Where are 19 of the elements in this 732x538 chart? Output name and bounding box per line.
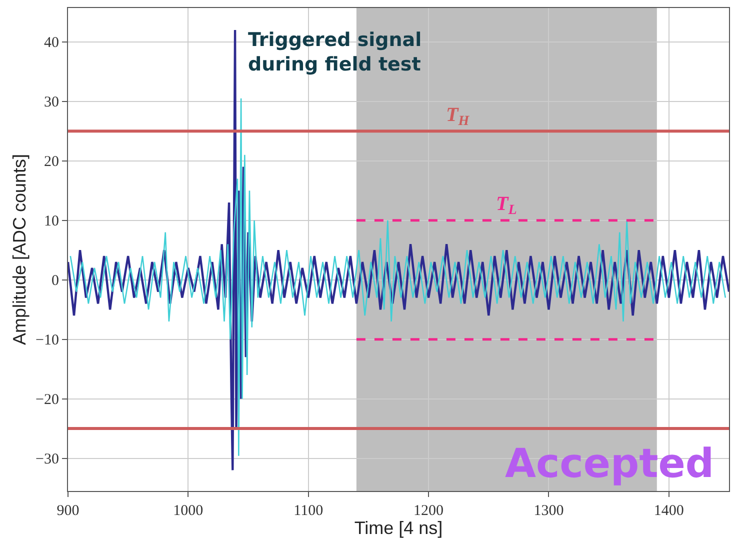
x-tick-label: 1200: [414, 503, 444, 519]
x-tick-label: 1400: [654, 503, 684, 519]
ref-line-label: T$_{H}$: [446, 104, 470, 130]
y-tick-label: 10: [44, 214, 59, 230]
y-axis-title: Amplitude [ADC counts]: [10, 154, 30, 346]
y-tick-label: 40: [44, 35, 59, 52]
annotation: Triggered signal during field test: [248, 29, 422, 76]
y-tick-label: −30: [36, 452, 59, 468]
y-tick-label: 30: [44, 94, 59, 111]
x-tick-label: 900: [56, 503, 80, 519]
x-tick-label: 1300: [534, 503, 564, 519]
y-tick-label: 0: [52, 273, 59, 290]
x-axis-title: Time [4 ns]: [354, 518, 443, 538]
y-tick-label: −10: [36, 332, 59, 349]
x-tick-label: 1000: [173, 503, 204, 519]
y-tick-label: −20: [36, 392, 59, 408]
annotation: T$_{L}$: [496, 193, 517, 218]
x-tick-label: 1100: [294, 503, 324, 519]
y-tick-label: 20: [44, 154, 59, 170]
